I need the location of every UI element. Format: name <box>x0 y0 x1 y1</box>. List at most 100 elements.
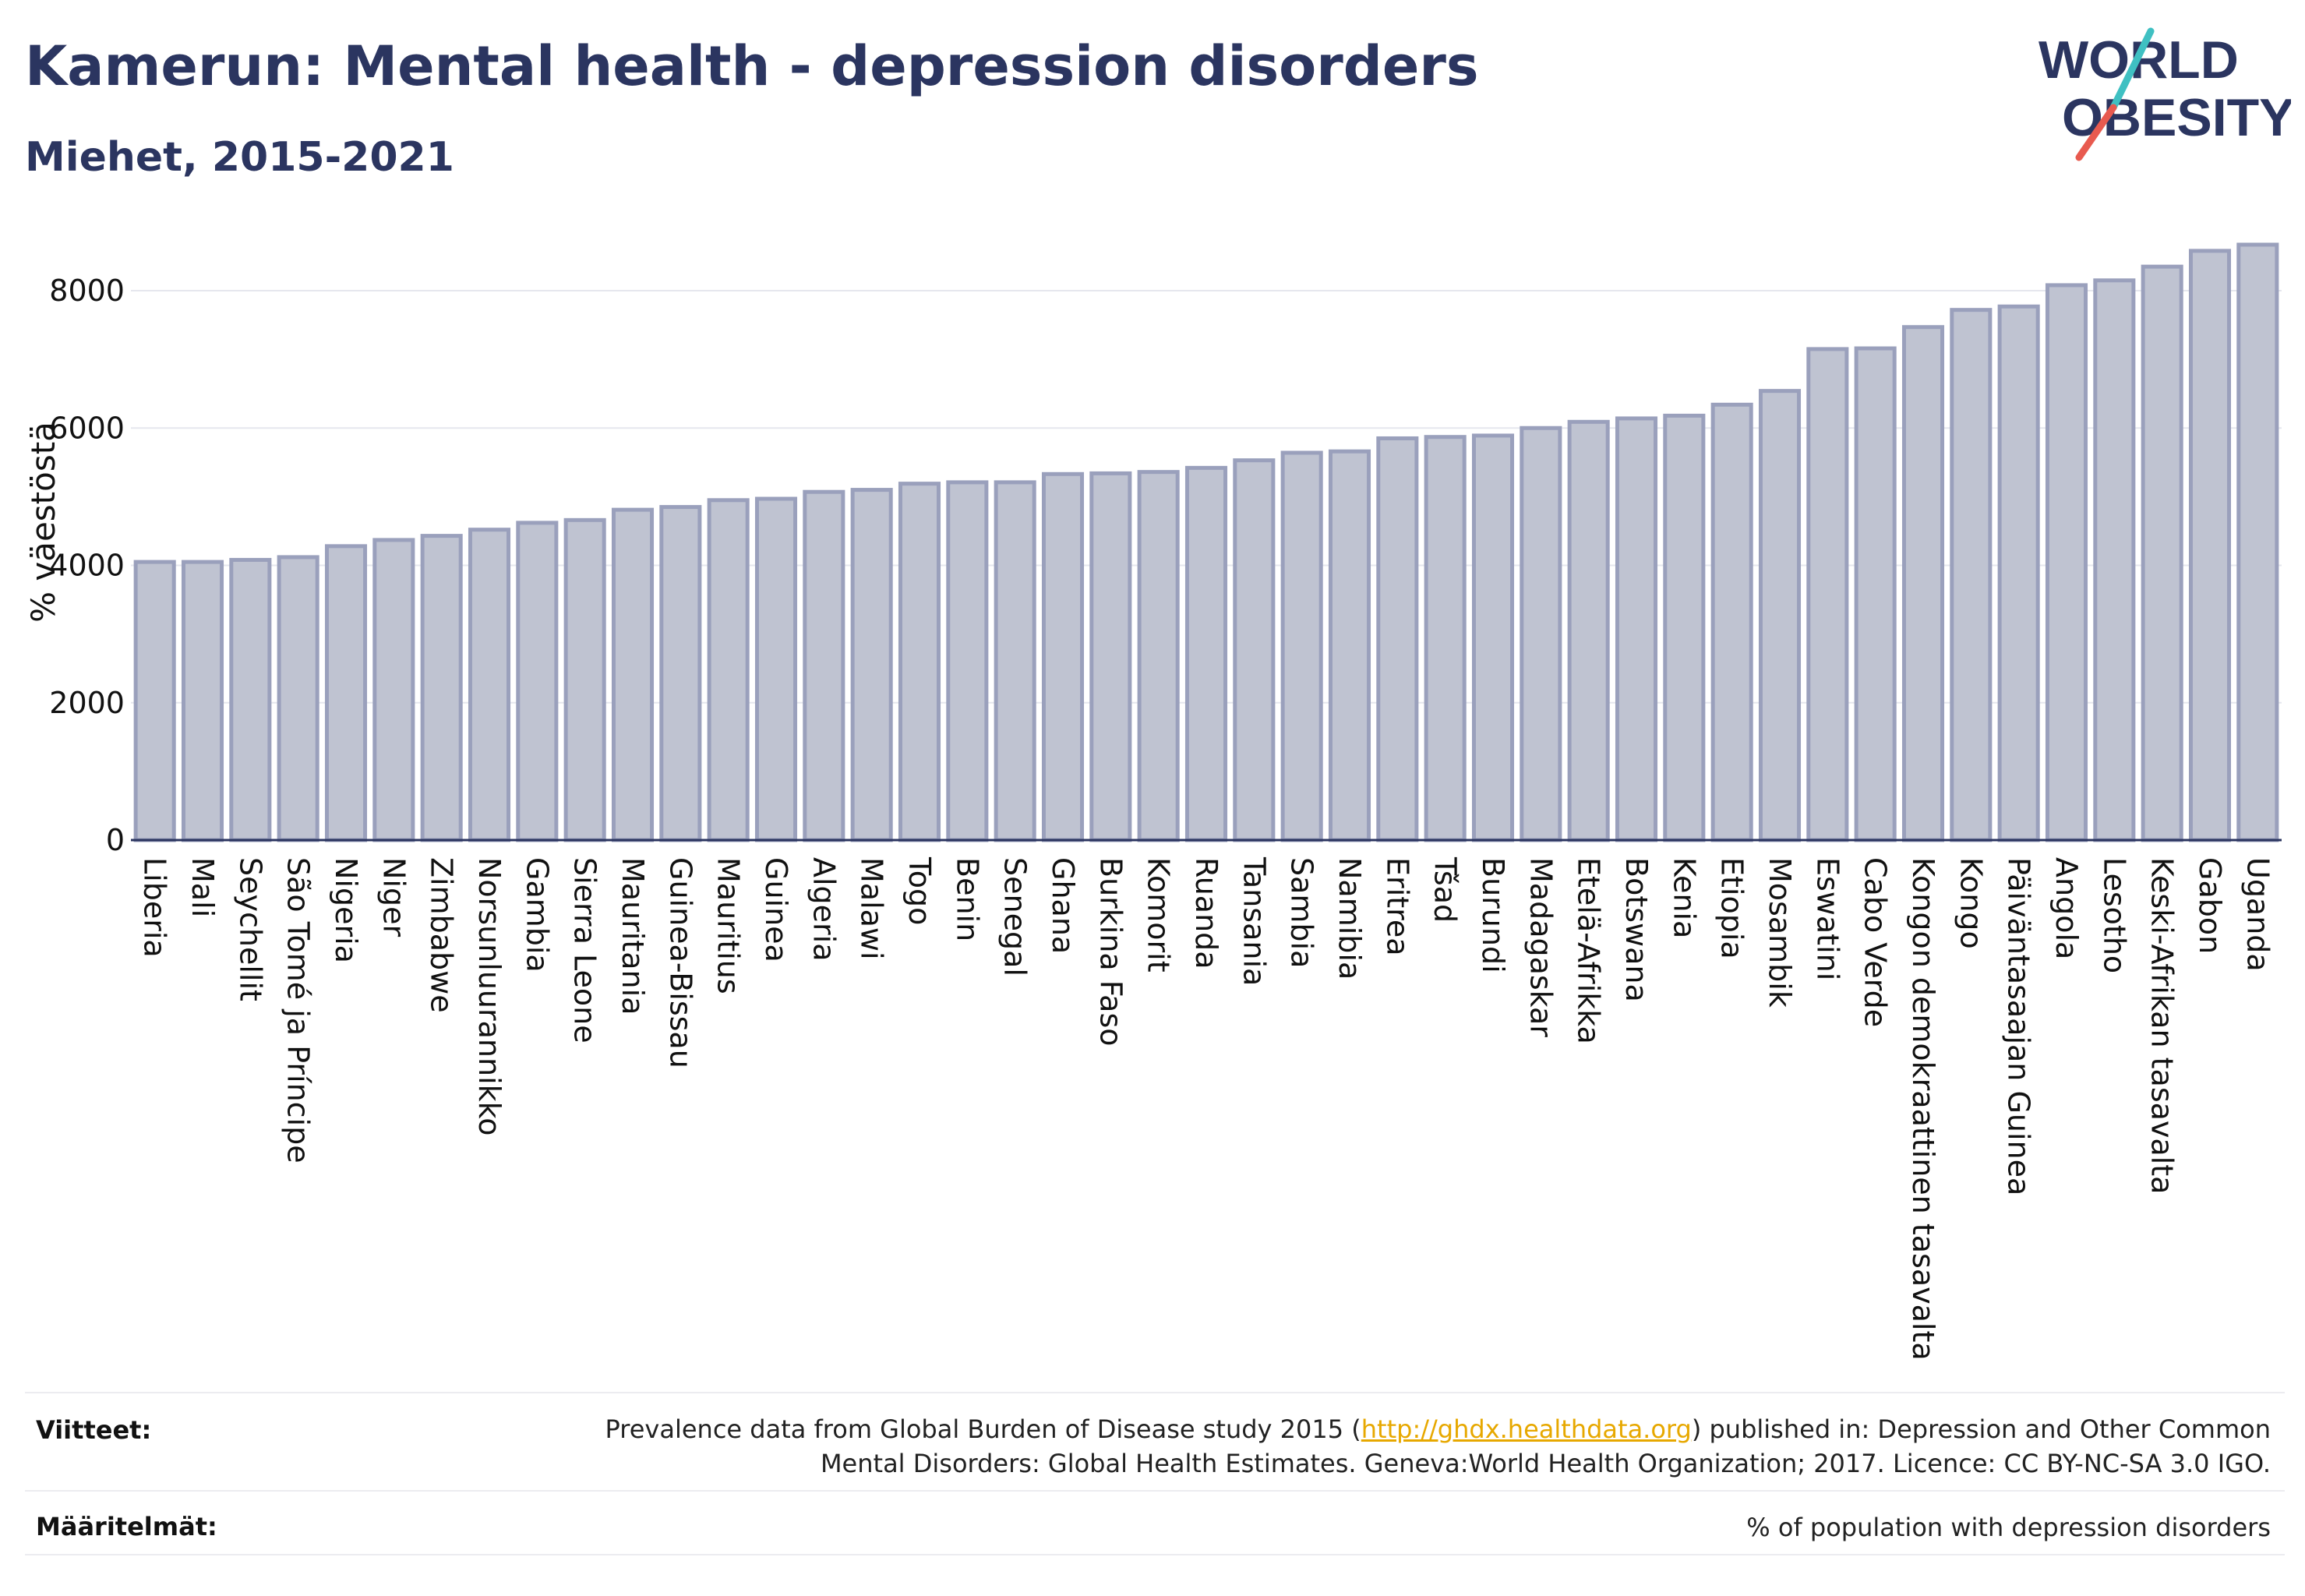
bar <box>1567 419 1610 842</box>
x-tick-label: Burkina Faso <box>1093 857 1128 1047</box>
bar <box>181 560 224 842</box>
x-tick-label: Ghana <box>1046 857 1080 954</box>
bar-chart: 0 2000 4000 6000 8000 Liberia Mali Seychellit Sã… <box>24 242 2282 1361</box>
x-tick-label: Kongo <box>1954 857 1988 949</box>
x-tick-label: Madagaskar <box>1523 857 1558 1037</box>
bar <box>1184 465 1228 842</box>
world-obesity-logo: WORLD OBESITY <box>2038 27 2291 161</box>
x-tick-label: Norsunluurannikko <box>472 857 507 1136</box>
bar <box>1280 450 1323 842</box>
x-tick-label: Burundi <box>1476 857 1510 973</box>
x-tick-label: Zimbabwe <box>425 857 459 1013</box>
bar <box>277 555 319 842</box>
bar <box>659 505 702 842</box>
x-tick-label: Benin <box>950 857 984 941</box>
x-tick-label: Gambia <box>520 857 554 973</box>
bar <box>133 560 176 842</box>
bar <box>946 480 989 842</box>
bar <box>898 482 941 842</box>
bar <box>1520 425 1562 842</box>
x-tick-label: Lesotho <box>2097 857 2131 973</box>
bar <box>1233 458 1276 842</box>
x-tick-label: Guinea-Bissau <box>663 857 697 1068</box>
x-tick-label: Tšad <box>1428 856 1463 923</box>
y-tick-label: 8000 <box>49 274 125 308</box>
bar <box>1471 433 1515 842</box>
x-tick-label: Mauritania <box>616 857 650 1015</box>
bar <box>754 496 798 842</box>
x-tick-label: Uganda <box>2240 857 2275 972</box>
bar <box>1615 416 1658 842</box>
bar <box>2236 242 2279 842</box>
bar <box>2188 249 2232 842</box>
bar <box>229 557 272 842</box>
x-tick-label: Mali <box>185 857 220 917</box>
sources-text-after: ) published in: Depression and Other Com… <box>1691 1414 2271 1444</box>
y-tick-label: 6000 <box>49 411 125 445</box>
bar <box>1424 435 1467 842</box>
x-tick-label: Etelä-Afrikka <box>1572 857 1606 1044</box>
bar <box>468 528 511 842</box>
bar <box>516 521 559 842</box>
bar <box>324 544 368 842</box>
bar <box>850 488 893 842</box>
chart-subtitle: Miehet, 2015-2021 <box>25 134 454 181</box>
x-tick-label: Namibia <box>1333 857 1367 980</box>
x-tick-label: Cabo Verde <box>1858 857 1893 1027</box>
bar <box>372 538 415 842</box>
x-tick-label: Sierra Leone <box>568 857 602 1043</box>
bar <box>420 534 463 842</box>
x-tick-label: Gabon <box>2193 857 2227 954</box>
bar <box>1997 304 2040 842</box>
y-tick-label: 4000 <box>49 549 125 583</box>
bar <box>1089 471 1132 842</box>
bar <box>1950 308 1993 842</box>
bar <box>1758 389 1802 842</box>
x-tick-label: Kenia <box>1667 857 1701 938</box>
definitions-text: % of population with depression disorder… <box>1746 1513 2271 1542</box>
bar <box>1328 449 1371 842</box>
sources-label: Viitteet: <box>36 1415 152 1445</box>
x-tick-label: Togo <box>902 856 937 925</box>
chart-title: Kamerun: Mental health - depression diso… <box>25 34 1479 98</box>
bar <box>563 517 606 842</box>
x-tick-label: Angola <box>2049 857 2084 959</box>
bar <box>1663 413 1706 842</box>
definitions-label: Määritelmät: <box>36 1512 217 1541</box>
logo-slash-top <box>2109 27 2155 111</box>
bar <box>611 507 655 842</box>
bar <box>2045 283 2088 842</box>
bar <box>2093 278 2136 842</box>
x-tick-label: Nigeria <box>329 857 363 963</box>
sources-link[interactable]: http://ghdx.healthdata.org <box>1361 1414 1692 1444</box>
bar <box>1806 347 1849 842</box>
footer-divider-middle <box>25 1490 2285 1492</box>
x-tick-label: Ruanda <box>1189 857 1223 969</box>
y-tick-label: 0 <box>106 823 125 857</box>
x-tick-label: Sambia <box>1285 857 1319 968</box>
y-axis-label: % väestöstä <box>24 422 62 623</box>
x-tick-label: Komorit <box>1142 857 1176 973</box>
x-tick-label: Keski-Afrikan tasavalta <box>2145 857 2180 1194</box>
bar <box>1376 436 1419 842</box>
x-tick-label: Algeria <box>807 857 841 962</box>
bar <box>1710 402 1753 842</box>
x-tick-label: Niger <box>376 857 411 937</box>
logo-slash-bottom <box>2075 104 2117 161</box>
bar <box>2141 264 2183 842</box>
x-tick-label: Malawi <box>855 857 889 960</box>
x-tick-label: Seychellit <box>233 857 267 1001</box>
x-tick-label: Eritrea <box>1380 857 1414 956</box>
bar <box>994 480 1036 842</box>
bar <box>707 498 750 842</box>
footer-divider-top <box>25 1392 2285 1393</box>
x-tick-label: Kongon demokraattinen tasavalta <box>1906 857 1940 1361</box>
x-tick-label: Mauritius <box>711 857 746 994</box>
bar <box>1901 325 1945 842</box>
footer-divider-bottom <box>25 1554 2285 1555</box>
x-tick-label: Tansania <box>1237 856 1271 986</box>
logo-line2: OBESITY <box>2062 88 2291 147</box>
bar <box>1137 470 1180 842</box>
x-tick-label: Liberia <box>138 857 172 958</box>
bar <box>1854 346 1897 842</box>
